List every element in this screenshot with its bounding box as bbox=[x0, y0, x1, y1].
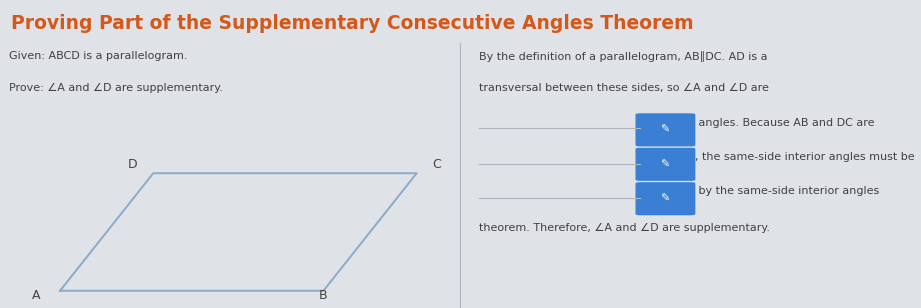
Text: By the definition of a parallelogram, AB∥DC. AD is a: By the definition of a parallelogram, AB… bbox=[479, 51, 767, 62]
FancyBboxPatch shape bbox=[635, 148, 695, 181]
Text: transversal between these sides, so ∠A and ∠D are: transversal between these sides, so ∠A a… bbox=[479, 83, 769, 93]
Text: , the same-side interior angles must be: , the same-side interior angles must be bbox=[695, 152, 915, 162]
Text: D: D bbox=[128, 158, 138, 171]
Text: Given: ABCD is a parallelogram.: Given: ABCD is a parallelogram. bbox=[9, 51, 188, 61]
Text: Prove: ∠A and ∠D are supplementary.: Prove: ∠A and ∠D are supplementary. bbox=[9, 83, 223, 93]
Text: ✎: ✎ bbox=[660, 160, 670, 169]
Text: by the same-side interior angles: by the same-side interior angles bbox=[695, 186, 880, 197]
FancyBboxPatch shape bbox=[635, 182, 695, 215]
Text: B: B bbox=[320, 289, 328, 302]
Text: A: A bbox=[31, 289, 40, 302]
Text: C: C bbox=[433, 158, 441, 171]
Text: theorem. Therefore, ∠A and ∠D are supplementary.: theorem. Therefore, ∠A and ∠D are supple… bbox=[479, 223, 770, 233]
Text: ✎: ✎ bbox=[660, 194, 670, 204]
FancyBboxPatch shape bbox=[635, 113, 695, 146]
Text: ✎: ✎ bbox=[660, 125, 670, 135]
Text: Proving Part of the Supplementary Consecutive Angles Theorem: Proving Part of the Supplementary Consec… bbox=[11, 14, 694, 33]
Text: angles. Because AB and DC are: angles. Because AB and DC are bbox=[695, 118, 875, 128]
